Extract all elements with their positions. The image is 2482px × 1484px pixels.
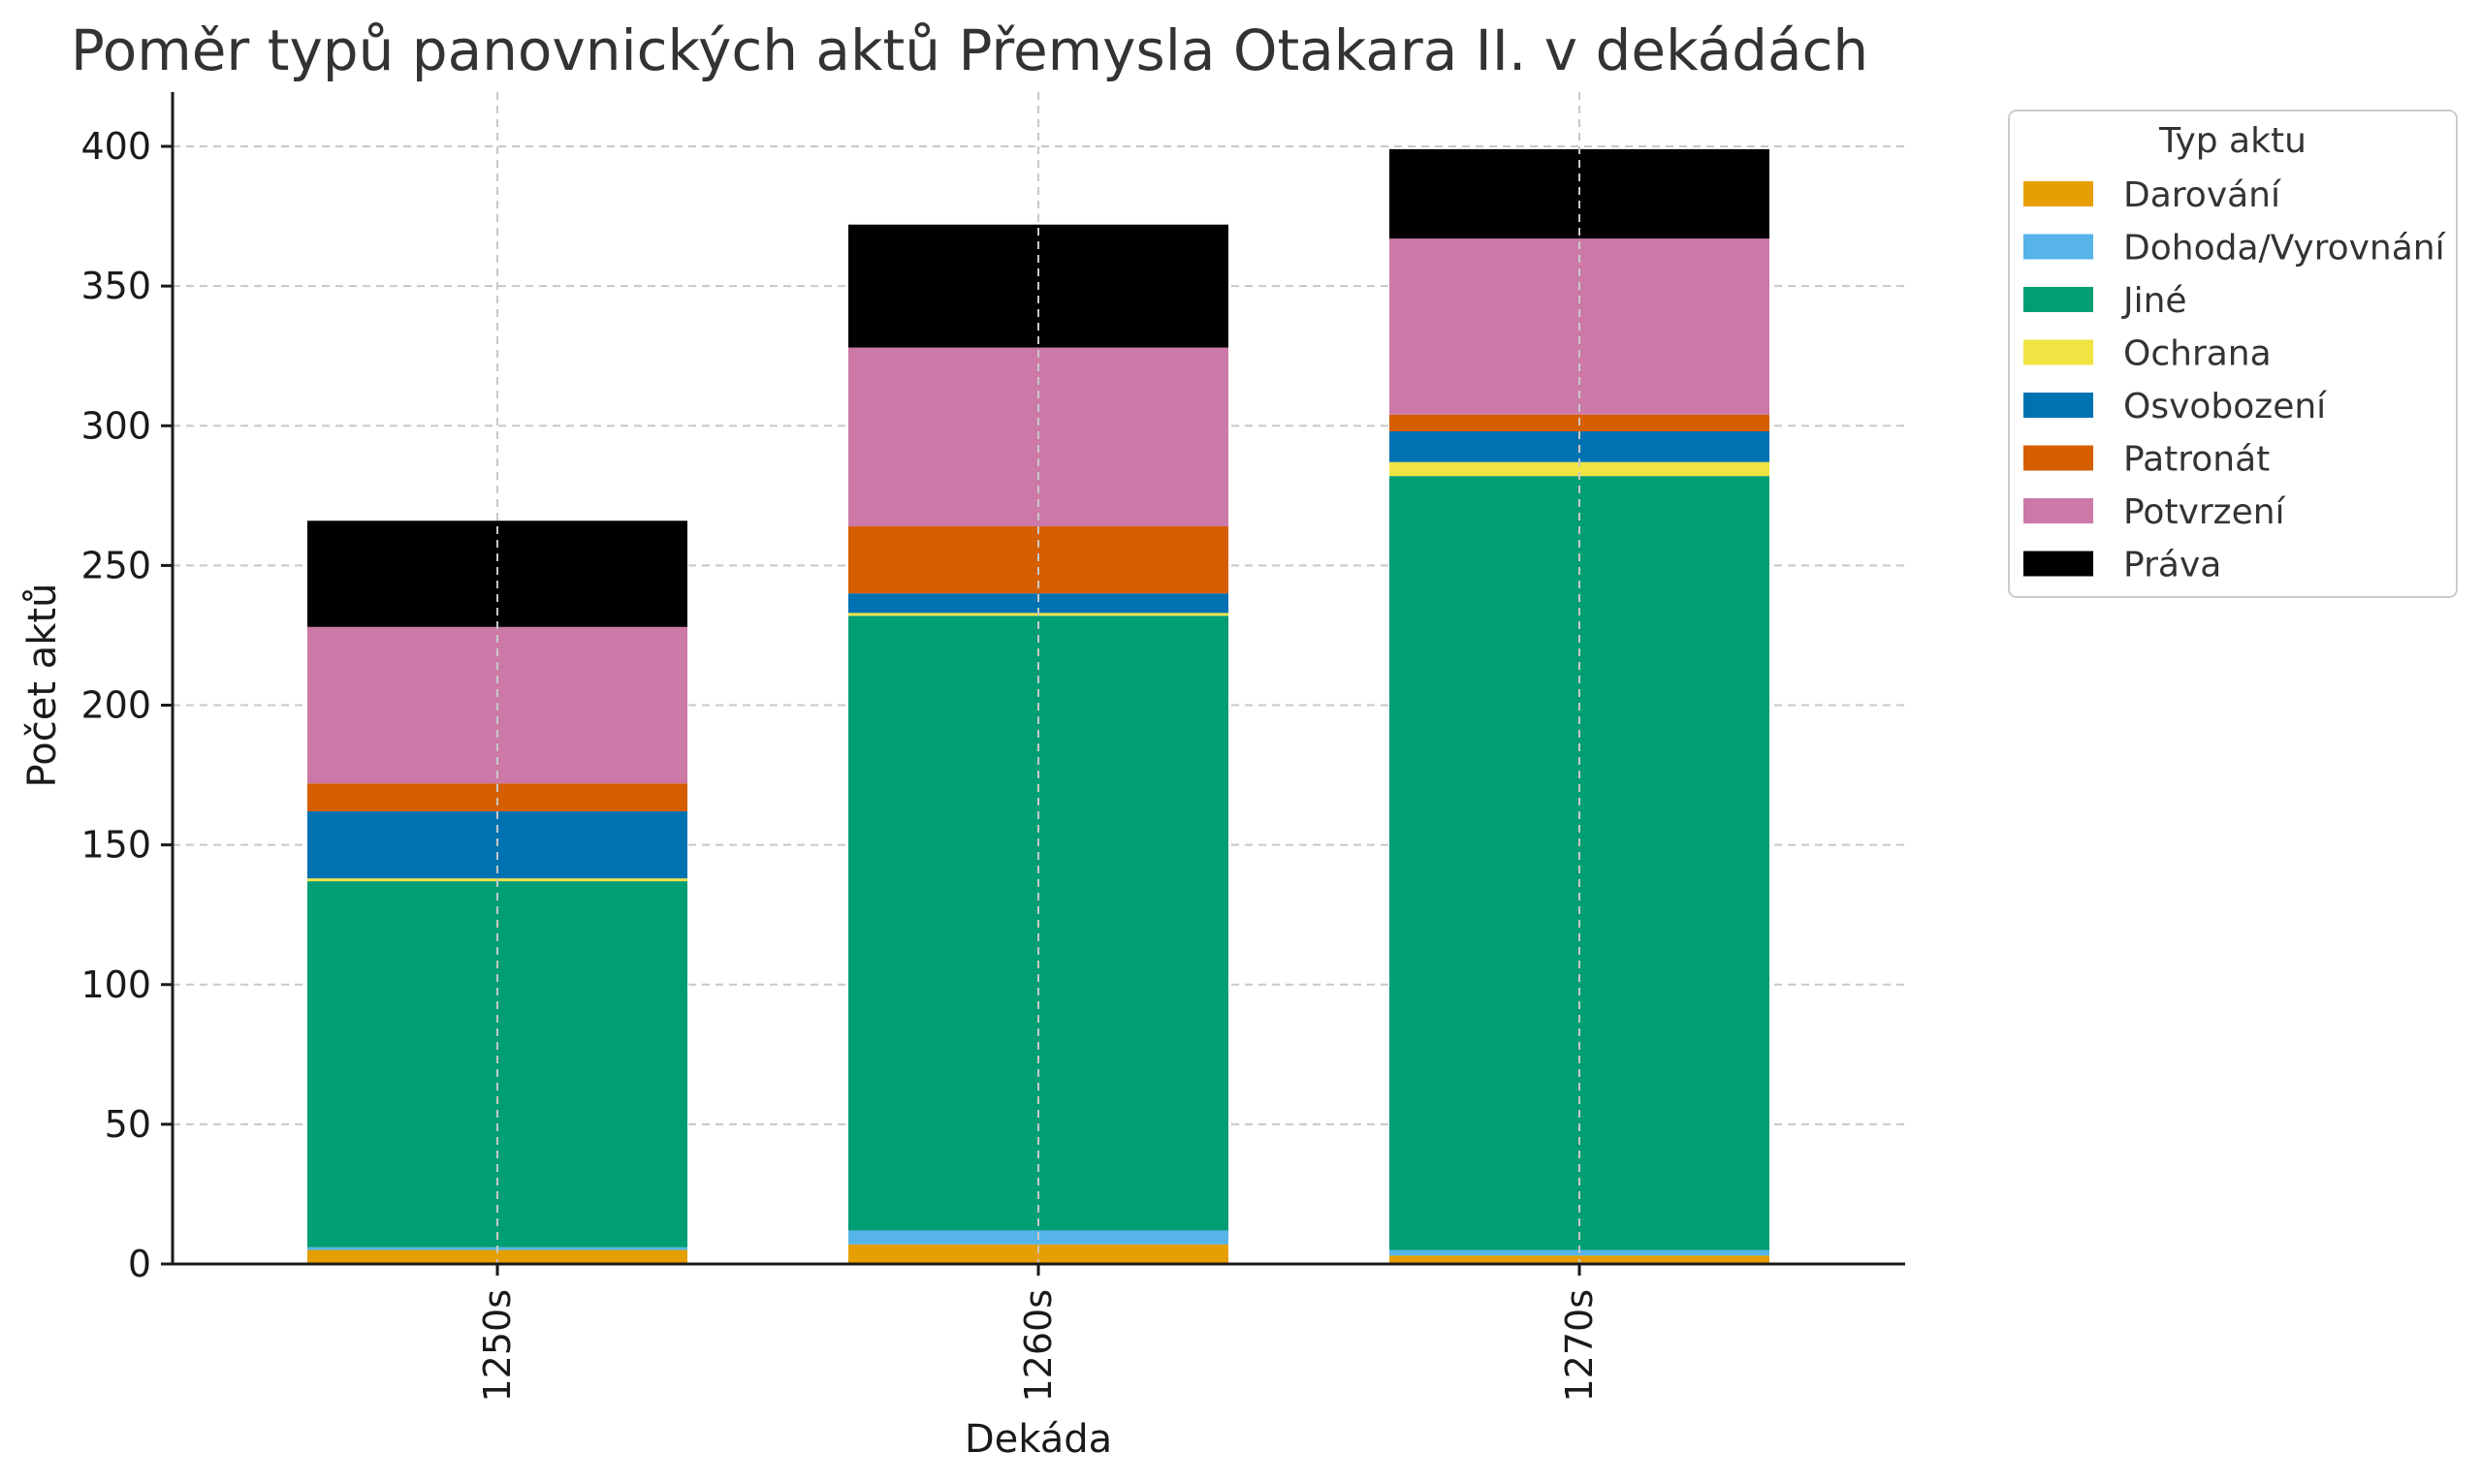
legend-label: Jiné xyxy=(2121,281,2187,321)
bar-segment-1260s-darov-n- xyxy=(848,1244,1228,1264)
bar-segment-1250s-darov-n- xyxy=(307,1249,687,1264)
y-tick-label: 350 xyxy=(80,265,151,307)
y-tick-label: 150 xyxy=(80,824,151,867)
y-tick-label: 400 xyxy=(80,125,151,168)
legend-swatch xyxy=(2023,181,2093,206)
legend-swatch xyxy=(2023,393,2093,418)
bar-segment-1270s-jin- xyxy=(1389,476,1769,1250)
legend-label: Potvrzení xyxy=(2123,492,2286,532)
x-axis-label: Dekáda xyxy=(965,1417,1112,1462)
y-tick-label: 50 xyxy=(105,1103,151,1146)
legend-title: Typ aktu xyxy=(2158,121,2307,161)
x-tick-label: 1270s xyxy=(1558,1289,1601,1403)
y-tick-label: 300 xyxy=(80,404,151,447)
x-tick-label: 1250s xyxy=(476,1289,519,1403)
legend-swatch xyxy=(2023,287,2093,312)
legend-swatch xyxy=(2023,551,2093,577)
legend-items: Darování Dohoda/Vyrovnání Jiné Ochrana Osvob… xyxy=(2023,175,2446,585)
chart-title: Poměr typů panovnických aktů Přemysla Ot… xyxy=(71,17,1868,83)
legend: Typ aktu Darování Dohoda/Vyrovnání Jiné Och… xyxy=(2008,110,2458,598)
bars-layer xyxy=(307,92,1769,1264)
bar-segment-1270s-ochrana xyxy=(1389,461,1769,477)
y-tick-label: 250 xyxy=(80,544,151,586)
y-tick-label: 200 xyxy=(80,684,151,727)
legend-swatch xyxy=(2023,445,2093,471)
legend-swatch xyxy=(2023,498,2093,523)
bar-segment-1250s-jin- xyxy=(307,881,687,1247)
y-axis-label: Počet aktů xyxy=(20,584,65,788)
legend-label: Osvobození xyxy=(2123,387,2327,426)
legend-label: Dohoda/Vyrovnání xyxy=(2123,229,2446,268)
legend-label: Patronát xyxy=(2123,440,2270,480)
bar-segment-1260s-osvobozen- xyxy=(848,593,1228,614)
legend-label: Práva xyxy=(2123,546,2221,585)
ticks-layer: 0 50 100 150 200 250 300 350 400 1250s 1260s 1270s xyxy=(80,125,1601,1403)
legend-swatch xyxy=(2023,234,2093,260)
legend-label: Darování xyxy=(2123,175,2281,215)
y-tick-label: 100 xyxy=(80,963,151,1006)
legend-label: Ochrana xyxy=(2123,334,2272,374)
y-tick-label: 0 xyxy=(128,1243,151,1285)
legend-frame xyxy=(2008,110,2458,598)
legend-swatch xyxy=(2023,339,2093,365)
x-tick-label: 1260s xyxy=(1017,1289,1060,1403)
